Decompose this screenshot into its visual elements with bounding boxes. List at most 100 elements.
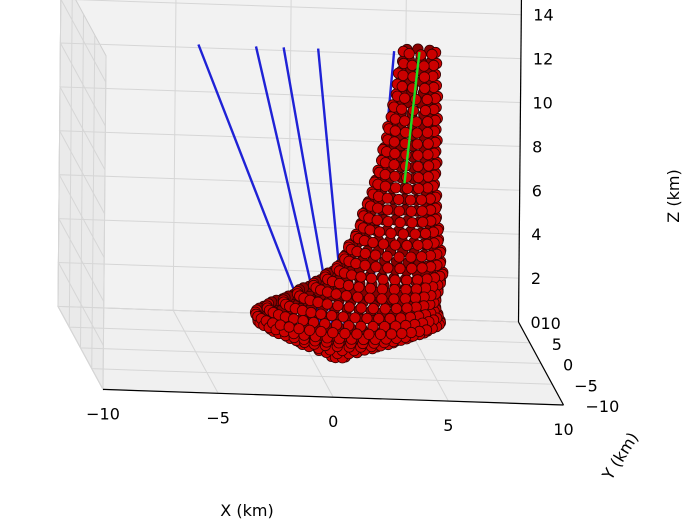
scatter-point (388, 293, 400, 305)
scatter-point (393, 251, 405, 263)
scatter-point (421, 93, 433, 106)
x-tick-label: −10 (86, 404, 120, 423)
scatter-point (422, 149, 434, 161)
scatter-point (376, 283, 388, 295)
scatter-point (401, 239, 413, 252)
scatter-point (412, 172, 424, 184)
scatter-point (315, 325, 327, 338)
z-tick-label: 6 (532, 181, 542, 200)
scatter-point (396, 103, 408, 115)
scatter-point (377, 238, 390, 250)
scatter-point (418, 60, 430, 72)
scatter-point (339, 327, 351, 340)
scatter-point (343, 301, 355, 313)
scatter-point (369, 249, 382, 261)
y-axis-line (517, 321, 565, 406)
scatter-point (422, 138, 434, 150)
scatter-point (367, 302, 379, 315)
z-grid-line (57, 261, 519, 346)
z-tick-label: 12 (533, 50, 553, 69)
scatter-point (422, 116, 434, 128)
y-tick-label: 0 (563, 356, 573, 375)
scatter-point (389, 148, 401, 160)
scatter-point (422, 160, 435, 172)
scatter-point (363, 328, 375, 340)
scatter-point (412, 183, 425, 195)
scatter-point (293, 323, 305, 335)
scatter-point (396, 80, 408, 93)
scatter-point (411, 274, 424, 286)
x-axis-line (102, 388, 564, 406)
scatter-point (412, 160, 424, 173)
scatter-point (389, 113, 401, 125)
scatter-point (388, 283, 401, 296)
scatter-point (381, 192, 393, 204)
scatter-point (390, 302, 403, 315)
scatter-point (399, 92, 411, 104)
scatter-point (416, 205, 428, 217)
scatter-point (394, 216, 406, 229)
scatter-point (389, 125, 401, 137)
scatter-point (379, 303, 391, 315)
z-grid-line (59, 86, 521, 171)
scatter-point (388, 136, 400, 148)
z-grid-line (58, 174, 520, 258)
scatter-point (283, 321, 295, 333)
scatter-point (411, 127, 423, 139)
z-axis-label: Z (km) (664, 169, 683, 222)
scatter-point (312, 296, 324, 308)
scatter-point (371, 214, 383, 226)
z-tick-label: 8 (532, 137, 542, 156)
scatter-point (365, 272, 378, 284)
scatter-point (315, 308, 327, 320)
scatter-point (426, 48, 438, 61)
scatter-point (419, 227, 432, 240)
scatter-point (352, 291, 364, 303)
scatter-point (376, 293, 388, 305)
y-tick-label: −5 (574, 376, 598, 395)
scatter-point (372, 202, 384, 214)
scatter-point (405, 326, 417, 339)
scatter-point (353, 281, 365, 293)
z-tick-label: 10 (533, 94, 553, 113)
scatter-point (406, 262, 418, 274)
x-tick-label: 10 (553, 420, 573, 439)
scatter-point (400, 149, 412, 161)
y-axis-label: Y (km) (598, 429, 642, 484)
scatter-point (412, 149, 424, 161)
scatter-point (409, 228, 421, 240)
z-tick-label: 2 (531, 269, 541, 288)
scatter-point (422, 171, 434, 183)
scatter-point (401, 183, 413, 195)
scatter-point (379, 180, 391, 192)
scatter-point (326, 310, 338, 322)
scatter-point (385, 227, 397, 239)
scatter-point (390, 182, 402, 194)
scatter-point (411, 138, 423, 150)
x-axis-label: X (km) (220, 501, 273, 520)
scatter-point (384, 312, 396, 325)
scatter-point (412, 239, 424, 251)
scatter-point (370, 261, 382, 273)
scatter-point (421, 238, 433, 250)
scatter-point (364, 292, 376, 304)
scatter-point (361, 312, 373, 324)
scatter-point (332, 300, 344, 312)
scatter-point (340, 290, 352, 302)
scatter-point (305, 306, 317, 319)
scatter-points (249, 43, 449, 364)
z-tick-label: 14 (533, 6, 553, 25)
scatter-point (304, 324, 316, 336)
scatter-point (342, 279, 355, 292)
scatter-point (403, 48, 415, 60)
scatter-point (392, 193, 405, 206)
scatter-point (373, 312, 385, 325)
scatter-point (394, 262, 406, 275)
scatter-point (388, 159, 400, 171)
scatter-point (364, 282, 376, 294)
scatter-point (351, 328, 363, 340)
scatter-point (421, 127, 434, 139)
scatter-point (416, 262, 428, 274)
scatter-point (350, 257, 362, 270)
